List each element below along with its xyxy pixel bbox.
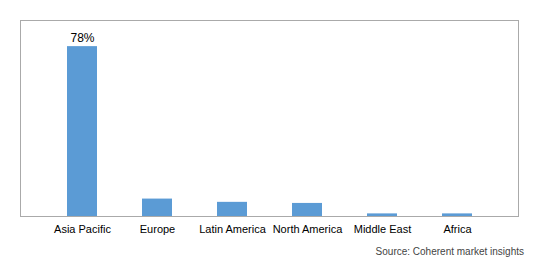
svg-text:Africa: Africa: [443, 223, 472, 235]
svg-text:Asia Pacific: Asia Pacific: [54, 223, 111, 235]
svg-text:Middle East: Middle East: [354, 223, 411, 235]
svg-text:Europe: Europe: [140, 223, 175, 235]
html-text:Source: Coherent market insigh: Source: Coherent market insights: [375, 246, 524, 257]
svg-text:78%: 78%: [70, 31, 94, 45]
svg-text:Latin America: Latin America: [199, 223, 267, 235]
svg-text:North America: North America: [273, 223, 344, 235]
